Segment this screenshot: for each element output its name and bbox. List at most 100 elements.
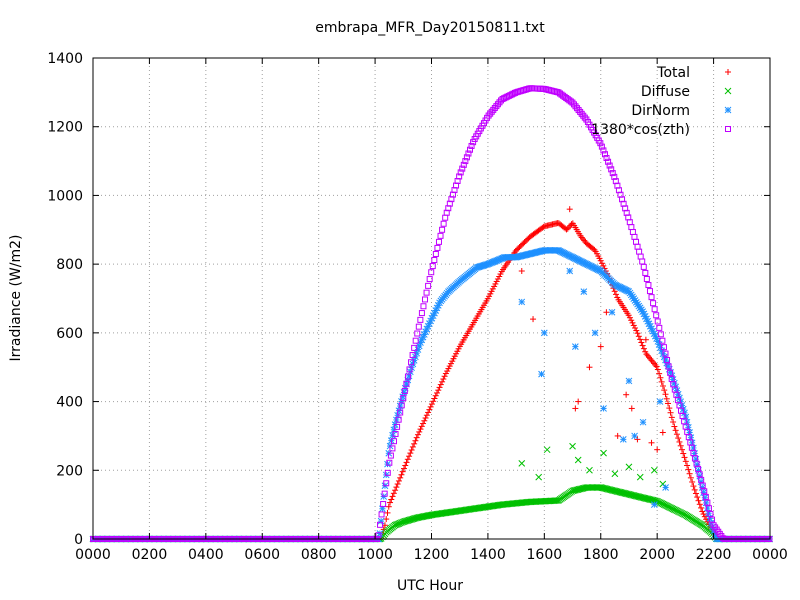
data-point	[672, 427, 679, 434]
data-point	[390, 438, 397, 445]
data-point	[422, 414, 429, 421]
data-point	[597, 484, 605, 491]
data-point	[631, 432, 638, 440]
data-point	[398, 471, 405, 478]
data-point	[581, 114, 588, 121]
data-point	[394, 423, 401, 430]
data-point	[423, 412, 430, 419]
data-point	[681, 454, 688, 461]
legend-marker	[725, 126, 731, 132]
data-point	[689, 478, 696, 485]
data-point	[390, 490, 397, 497]
data-point	[401, 387, 408, 394]
data-point	[628, 224, 635, 231]
x-tick-label: 0000	[752, 547, 788, 563]
data-point	[635, 333, 642, 340]
data-point	[639, 258, 646, 265]
data-point	[417, 316, 424, 323]
data-point	[667, 369, 674, 376]
data-point	[698, 504, 705, 511]
data-point	[612, 291, 619, 298]
data-point	[616, 488, 624, 496]
data-point	[407, 450, 414, 457]
data-point	[648, 439, 655, 446]
data-point	[656, 398, 664, 405]
data-point	[633, 238, 640, 245]
data-point	[606, 486, 613, 493]
data-point	[385, 503, 392, 510]
data-point	[690, 483, 697, 490]
data-point	[645, 282, 652, 289]
data-point	[611, 487, 619, 495]
data-point	[632, 324, 639, 331]
data-point	[643, 275, 650, 282]
data-point	[384, 469, 391, 476]
data-point	[618, 489, 626, 497]
data-point	[380, 501, 387, 508]
data-point	[574, 456, 582, 464]
data-point	[389, 445, 396, 452]
data-point	[430, 398, 437, 405]
data-point	[398, 402, 405, 409]
data-point	[440, 220, 447, 227]
data-point	[575, 485, 583, 493]
data-point	[383, 516, 390, 523]
data-point	[677, 442, 684, 449]
data-point	[611, 470, 619, 478]
data-point	[400, 518, 408, 525]
data-point	[408, 447, 415, 454]
data-point	[429, 263, 436, 270]
data-point	[518, 460, 526, 467]
data-point	[414, 431, 421, 438]
data-point	[600, 147, 607, 154]
data-point	[701, 513, 708, 520]
data-point	[405, 516, 413, 524]
data-point	[600, 405, 607, 412]
data-point	[402, 462, 409, 469]
data-point	[609, 170, 616, 177]
data-point	[570, 487, 578, 494]
data-point	[420, 303, 427, 310]
data-point	[643, 495, 650, 502]
data-point	[603, 154, 610, 161]
data-point	[465, 150, 472, 157]
data-point	[538, 370, 545, 378]
data-point	[666, 405, 673, 412]
data-point	[625, 490, 633, 498]
data-point	[435, 387, 442, 394]
data-point	[597, 140, 604, 147]
data-point	[629, 228, 636, 235]
x-tick-label: 2000	[639, 547, 675, 563]
y-tick-label: 1000	[47, 188, 83, 204]
data-point	[577, 485, 584, 493]
data-point	[611, 173, 618, 180]
data-point	[667, 409, 674, 416]
data-point	[404, 373, 411, 380]
data-point	[665, 400, 672, 407]
data-point	[415, 323, 422, 330]
y-tick-label: 600	[56, 326, 83, 342]
data-point	[646, 288, 653, 295]
data-point	[671, 423, 678, 430]
data-point	[612, 487, 620, 495]
data-point	[408, 359, 415, 366]
y-tick-label: 800	[56, 257, 83, 273]
data-point	[376, 530, 384, 537]
data-point	[403, 517, 410, 525]
data-point	[696, 471, 703, 478]
data-point	[615, 488, 622, 496]
data-point	[654, 318, 661, 325]
data-point	[626, 314, 633, 321]
data-point	[633, 327, 640, 334]
data-point	[442, 214, 449, 221]
data-point	[580, 112, 587, 119]
data-point	[487, 110, 494, 117]
data-point	[582, 239, 589, 246]
data-point	[648, 496, 655, 504]
data-point	[566, 206, 573, 213]
data-point	[663, 395, 670, 402]
data-point	[377, 521, 384, 528]
data-point	[620, 489, 627, 497]
data-point	[601, 265, 608, 272]
data-point	[611, 288, 618, 295]
